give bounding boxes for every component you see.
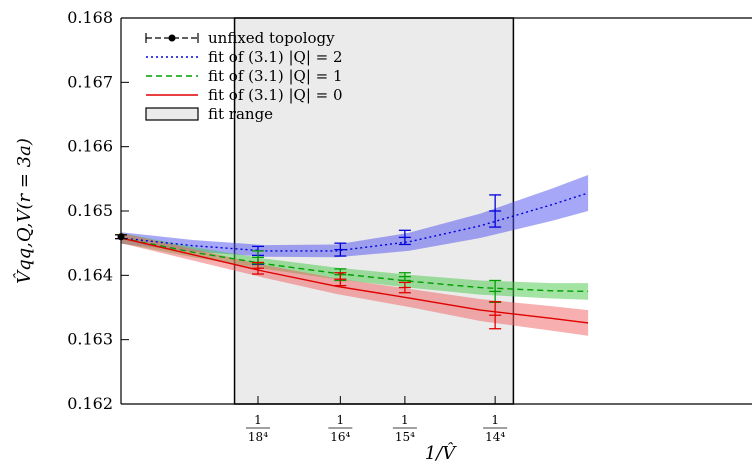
band-q2	[121, 232, 589, 300]
band-q1	[121, 175, 589, 258]
data-point	[251, 261, 264, 275]
x-tick-numerator: 1	[491, 413, 499, 427]
legend-label: fit range	[208, 105, 273, 123]
data-points	[115, 194, 502, 330]
x-tick-denominator: 15⁴	[395, 430, 415, 444]
fit-range-box	[233, 17, 515, 405]
data-point	[334, 242, 347, 257]
legend-label: fit of (3.1) |Q| = 0	[208, 86, 343, 104]
y-tick-label: 0.165	[67, 201, 113, 220]
y-tick-label: 0.168	[67, 8, 113, 27]
fit-line-q2	[121, 237, 589, 293]
legend-entry: fit of (3.1) |Q| = 0	[146, 86, 343, 104]
y-tick-label: 0.164	[67, 265, 113, 284]
x-tick-numerator: 1	[254, 413, 262, 427]
x-axis-title: 1/V̂	[425, 442, 458, 464]
x-tick-denominator: 16⁴	[330, 430, 350, 444]
x-tick-denominator: 18⁴	[248, 430, 268, 444]
y-ticks: 0.162 0.163 0.164 0.165 0.166 0.167 0.168	[67, 8, 129, 413]
data-point	[398, 229, 411, 246]
data-point	[489, 194, 502, 228]
legend-entry: unfixed topology	[145, 29, 335, 47]
band-q3	[121, 232, 589, 336]
y-tick-label: 0.167	[67, 72, 113, 91]
x-tick-numerator: 1	[401, 413, 409, 427]
y-tick-label: 0.163	[67, 330, 113, 349]
x-tick-denominator: 14⁴	[485, 430, 505, 444]
legend-label: fit of (3.1) |Q| = 2	[208, 48, 343, 66]
x-tick-numerator: 1	[337, 413, 345, 427]
legend-label: unfixed topology	[208, 29, 335, 47]
legend-entry: fit of (3.1) |Q| = 2	[146, 48, 343, 66]
fit-line-q3	[121, 237, 589, 324]
y-tick-label: 0.166	[67, 137, 113, 156]
legend-entry: fit range	[145, 105, 273, 123]
legend-swatch	[145, 107, 199, 121]
legend-entry: fit of (3.1) |Q| = 1	[146, 67, 343, 85]
y-axis-title: V̂qq,Q,V(r = 3a)	[13, 138, 35, 284]
legend-label: fit of (3.1) |Q| = 1	[208, 67, 343, 85]
data-point	[334, 272, 347, 287]
fit-curves	[121, 192, 589, 324]
y-tick-label: 0.162	[67, 394, 113, 413]
data-point	[398, 272, 411, 282]
data-point	[489, 301, 502, 330]
data-point	[398, 281, 411, 294]
confidence-bands	[121, 175, 589, 336]
